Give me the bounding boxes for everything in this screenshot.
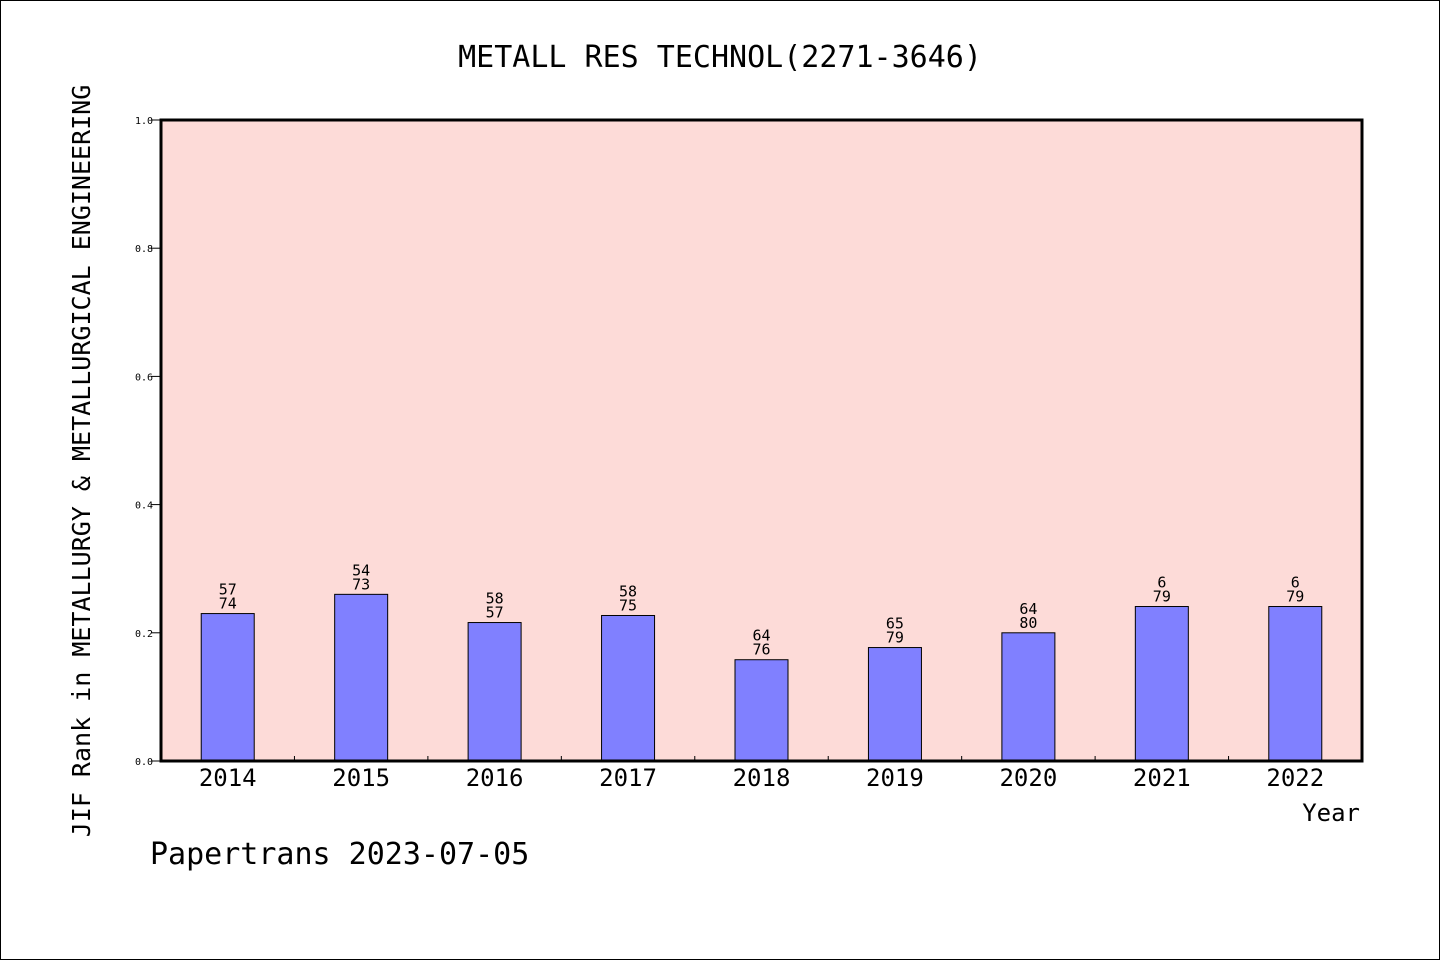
total-label: 80 <box>1019 614 1037 632</box>
rank-label: 64 <box>1019 600 1037 618</box>
bars-group <box>200 593 1323 762</box>
rank-label: 6 <box>1157 574 1166 592</box>
x-tick-label: 2021 <box>1133 764 1191 792</box>
bar-2017 <box>601 614 656 762</box>
x-tick-label: 2019 <box>866 764 924 792</box>
bar-2021 <box>1134 606 1189 762</box>
rank-label: 54 <box>352 561 370 579</box>
rank-label: 6 <box>1291 574 1300 592</box>
total-label: 75 <box>619 596 637 614</box>
y-tick-label: 0.6 <box>135 372 153 383</box>
total-label: 79 <box>1286 588 1304 606</box>
plot-border <box>159 118 1364 763</box>
x-axis-ticks: 2014 2015 2016 2017 2018 2019 2020 2021 2022 <box>199 756 1324 792</box>
total-label: 57 <box>486 604 504 622</box>
total-label: 73 <box>352 575 370 593</box>
x-tick-label: 2016 <box>466 764 524 792</box>
y-tick-label: 0.8 <box>135 244 153 255</box>
total-label: 79 <box>886 629 904 647</box>
rank-label: 64 <box>752 627 770 645</box>
bar-2020 <box>1001 632 1056 762</box>
rank-label: 58 <box>619 582 637 600</box>
x-tick-label: 2017 <box>599 764 657 792</box>
y-axis-label: JIF Rank in METALLURGY & METALLURGICAL E… <box>67 85 96 838</box>
x-tick-label: 2014 <box>199 764 257 792</box>
x-tick-label: 2020 <box>999 764 1057 792</box>
bar-2015 <box>334 593 389 762</box>
y-tick-label: 1.0 <box>135 116 153 127</box>
bar-2014 <box>200 613 255 762</box>
total-label: 76 <box>752 641 770 659</box>
rank-label: 58 <box>486 590 504 608</box>
x-tick-label: 2022 <box>1266 764 1324 792</box>
x-tick-label: 2018 <box>733 764 791 792</box>
rank-label: 57 <box>219 581 237 599</box>
bar-2019 <box>867 647 922 762</box>
y-tick-label: 0.2 <box>135 629 153 640</box>
y-axis-ticks: 0.0 0.2 0.4 0.6 0.8 1.0 <box>135 116 161 768</box>
y-tick-label: 0.4 <box>135 501 153 512</box>
total-label: 79 <box>1153 588 1171 606</box>
bar-2022 <box>1268 606 1323 762</box>
total-label: 74 <box>219 595 237 613</box>
footer-text: Papertrans 2023-07-05 <box>150 837 529 872</box>
chart-title: METALL RES TECHNOL(2271-3646) <box>458 40 982 75</box>
x-axis-label: Year <box>1302 799 1360 827</box>
y-tick-label: 0.0 <box>135 757 153 768</box>
bar-2016 <box>467 622 522 762</box>
bar-2018 <box>734 659 789 762</box>
x-tick-label: 2015 <box>332 764 390 792</box>
rank-label: 65 <box>886 615 904 633</box>
